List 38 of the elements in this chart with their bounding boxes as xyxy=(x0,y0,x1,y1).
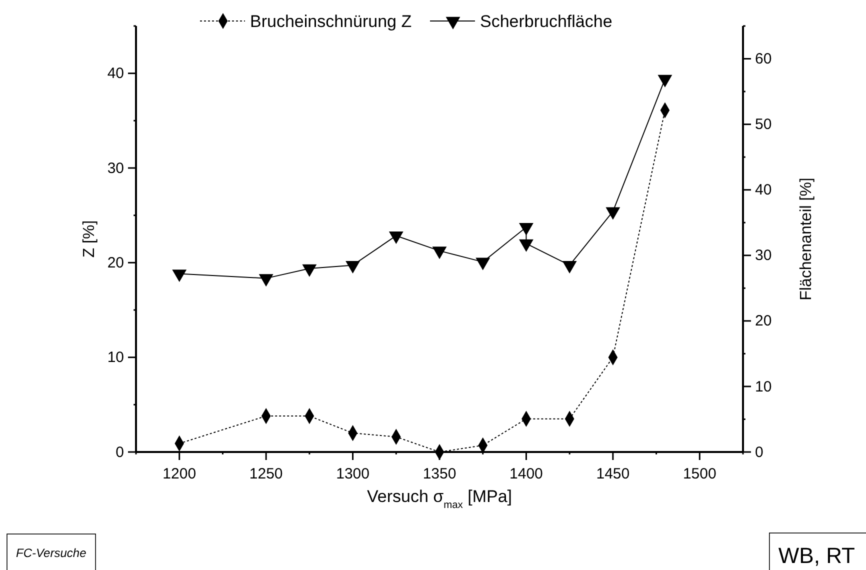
x-tick-label: 1250 xyxy=(249,466,283,483)
y-tick-label: 30 xyxy=(107,160,124,177)
text: WB, RT xyxy=(778,543,855,568)
legend-label: Brucheinschnürung Z xyxy=(250,12,412,31)
y2-tick-label: 60 xyxy=(755,50,772,68)
x-tick-label: 1500 xyxy=(682,466,716,483)
point xyxy=(172,270,187,282)
point xyxy=(476,258,490,270)
y2-tick-label: 40 xyxy=(755,182,772,199)
x-tick-label: 1200 xyxy=(162,466,196,483)
text: FC-Versuche xyxy=(16,546,87,560)
y2-tick-label: 20 xyxy=(755,312,772,330)
y-axis-title: Z [%] xyxy=(81,220,98,258)
y-tick-label: 40 xyxy=(107,65,124,82)
y2-tick-label: 0 xyxy=(755,444,764,461)
legend-label: Scherbruchfläche xyxy=(480,12,612,31)
point xyxy=(388,232,404,244)
point xyxy=(519,223,534,236)
x-tick-label: 1300 xyxy=(336,466,370,483)
point xyxy=(258,274,274,287)
y2-tick-label: 50 xyxy=(755,116,772,134)
x-tick-label: 1400 xyxy=(510,466,543,483)
point xyxy=(519,239,534,252)
point xyxy=(606,207,620,220)
y-tick-label: 10 xyxy=(107,349,124,366)
y-tick-label: 20 xyxy=(107,254,124,272)
x-tick-label: 1450 xyxy=(596,466,630,483)
point xyxy=(302,264,317,277)
x-axis-title: Versuch σ$_{max}$ [MPa] xyxy=(366,487,512,510)
y2-tick-label: 10 xyxy=(755,378,772,396)
y-tick-label: 0 xyxy=(116,444,124,461)
y2-tick-label: 30 xyxy=(755,247,772,264)
point xyxy=(346,261,360,274)
point xyxy=(432,246,447,260)
y2-axis-title: Flächenanteil [%] xyxy=(798,178,816,300)
point xyxy=(658,74,672,88)
point xyxy=(562,261,577,274)
x-tick-label: 1350 xyxy=(422,466,456,483)
